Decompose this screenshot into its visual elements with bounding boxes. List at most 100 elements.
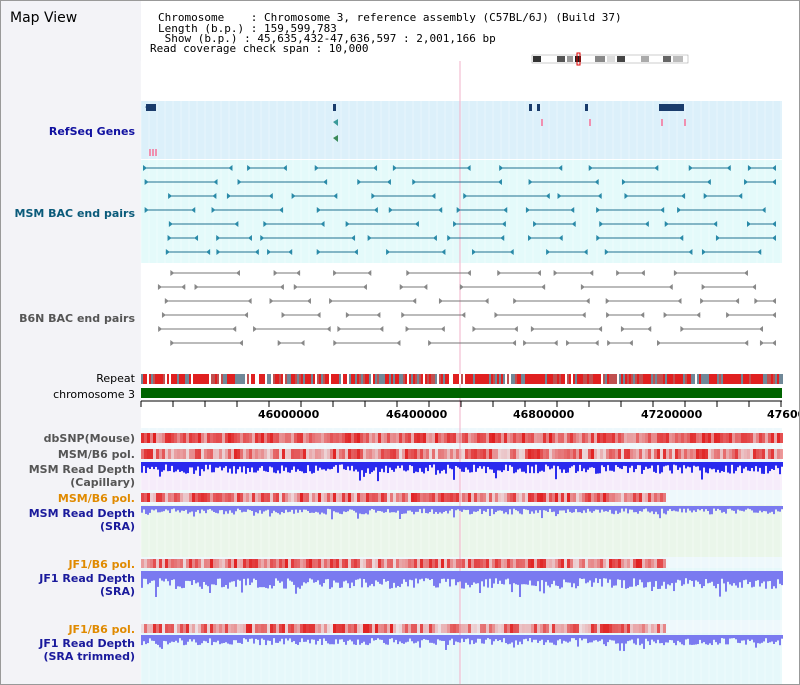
track-label-msm-b6-pol-2[interactable]: MSM/B6 pol. (57, 492, 135, 505)
polymorphism-cell (330, 624, 333, 633)
polymorphism-cell (420, 493, 423, 502)
polymorphism-cell (327, 624, 330, 633)
depth-bar (297, 571, 299, 588)
depth-bar (383, 506, 385, 513)
track-label-jf1-depth-trimmed[interactable]: JF1 Read Depth (SRA trimmed) (39, 637, 135, 663)
bac-end-marker (596, 235, 601, 241)
polymorphism-cell (210, 624, 213, 633)
polymorphism-cell (579, 624, 582, 633)
polymorphism-cell (450, 493, 453, 502)
repeat-block (773, 374, 775, 384)
bac-end-marker (696, 312, 701, 318)
polymorphism-cell (474, 624, 477, 633)
depth-bar (677, 571, 679, 580)
polymorphism-cell (297, 559, 300, 568)
depth-bar (415, 571, 417, 579)
polymorphism-cell (411, 493, 414, 502)
track-label-msm-bac[interactable]: MSM BAC end pairs (14, 207, 135, 220)
track-label-jf1-depth-sra[interactable]: JF1 Read Depth (SRA) (39, 572, 135, 598)
depth-bar (341, 571, 343, 588)
polymorphism-cell (573, 624, 576, 633)
depth-bar (441, 506, 443, 514)
depth-bar (305, 635, 307, 642)
polymorphism-cell (672, 433, 675, 443)
depth-bar (291, 571, 293, 582)
depth-bar (377, 635, 379, 639)
track-label-chromosome[interactable]: chromosome 3 (53, 388, 135, 401)
polymorphism-cell (441, 433, 444, 443)
repeat-block (653, 374, 655, 384)
depth-bar (713, 462, 715, 469)
depth-bar (619, 635, 621, 651)
depth-bar (379, 635, 381, 640)
depth-bar (245, 506, 247, 512)
polymorphism-cell (504, 493, 507, 502)
depth-bar (755, 462, 757, 467)
depth-bar (781, 462, 783, 467)
polymorphism-cell (684, 433, 687, 443)
polymorphism-cell (477, 624, 480, 633)
depth-bar (451, 506, 453, 510)
polymorphism-cell (714, 449, 717, 459)
depth-bar (347, 635, 349, 641)
polymorphism-cell (480, 493, 483, 502)
depth-bar (569, 462, 571, 468)
depth-bar (457, 506, 459, 510)
depth-bar (465, 635, 467, 640)
polymorphism-cell (708, 433, 711, 443)
polymorphism-cell (327, 433, 330, 443)
polymorphism-cell (606, 449, 609, 459)
polymorphism-cell (198, 624, 201, 633)
track-label-msm-b6-pol-1[interactable]: MSM/B6 pol. (57, 448, 135, 461)
polymorphism-cell (336, 559, 339, 568)
polymorphism-cell (489, 624, 492, 633)
polymorphism-cell (435, 449, 438, 459)
polymorphism-cell (195, 624, 198, 633)
depth-bar (517, 506, 519, 512)
polymorphism-cell (591, 433, 594, 443)
bac-end-marker (293, 284, 298, 290)
depth-bar (325, 571, 327, 580)
track-label-jf1-b6-pol-1[interactable]: JF1/B6 pol. (68, 558, 135, 571)
repeat-block (225, 374, 227, 384)
depth-bar (363, 635, 365, 642)
depth-bar (463, 506, 465, 510)
polymorphism-cell (279, 493, 282, 502)
polymorphism-cell (150, 559, 153, 568)
bac-end-marker (772, 235, 776, 241)
depth-bar (511, 635, 513, 643)
polymorphism-cell (237, 559, 240, 568)
gene-arrow (145, 104, 151, 111)
depth-bar (567, 571, 569, 583)
polymorphism-cell (456, 559, 459, 568)
depth-bar (419, 506, 421, 510)
track-label-msm-depth-capillary[interactable]: MSM Read Depth (Capillary) (28, 463, 135, 489)
track-label-dbsnp[interactable]: dbSNP(Mouse) (43, 432, 135, 445)
track-label-msm-depth-sra[interactable]: MSM Read Depth (SRA) (28, 507, 135, 533)
depth-bar (581, 506, 583, 514)
bac-end-marker (681, 193, 686, 199)
track-label-refseq[interactable]: RefSeq Genes (48, 125, 135, 138)
depth-bar (417, 506, 419, 512)
depth-bar (199, 635, 201, 645)
depth-bar (285, 506, 287, 510)
track-label-repeat[interactable]: Repeat (96, 372, 135, 385)
track-label-jf1-b6-pol-2[interactable]: JF1/B6 pol. (68, 623, 135, 636)
polymorphism-cell (603, 449, 606, 459)
polymorphism-cell (147, 449, 150, 459)
polymorphism-cell (615, 493, 618, 502)
depth-bar (769, 506, 771, 513)
polymorphism-cell (309, 559, 312, 568)
depth-bar (781, 506, 783, 510)
depth-bar (233, 635, 235, 641)
depth-bar (175, 462, 177, 472)
track-label-b6n-bac[interactable]: B6N BAC end pairs (19, 312, 135, 325)
depth-bar (449, 506, 451, 511)
depth-bar (433, 571, 435, 586)
polymorphism-cell (447, 559, 450, 568)
polymorphism-cell (414, 624, 417, 633)
polymorphism-cell (159, 433, 162, 443)
polymorphism-cell (393, 493, 396, 502)
polymorphism-cell (618, 449, 621, 459)
